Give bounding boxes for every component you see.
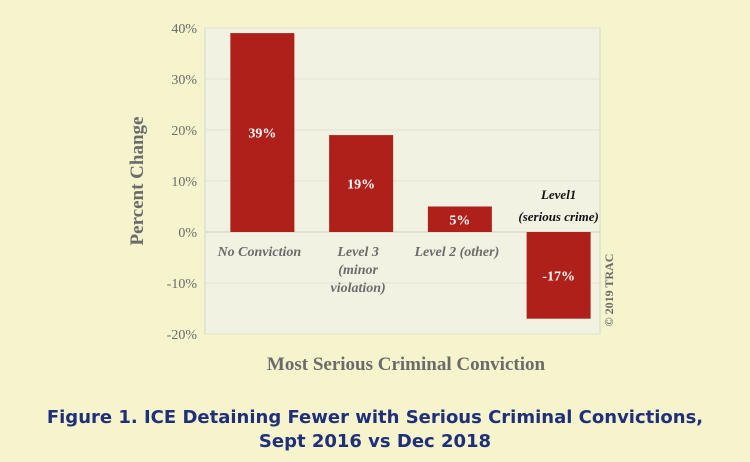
y-tick-label: 0% <box>178 226 197 241</box>
x-category-label: Level1 <box>540 187 576 202</box>
y-tick-label: 10% <box>171 175 197 190</box>
x-category-label: (minor <box>338 263 378 278</box>
x-category-label: Level 3 <box>336 245 379 260</box>
data-label: 19% <box>347 178 375 193</box>
x-category-label: No Conviction <box>217 245 302 260</box>
bar <box>427 206 492 232</box>
caption-line-2: Sept 2016 vs Dec 2018 <box>258 431 492 452</box>
x-axis-title: Most Serious Criminal Conviction <box>267 354 546 375</box>
bar-chart: 40% 30% 20% 10% 0% -10% -20% 39% No Conviction 19… <box>127 22 616 375</box>
bar <box>230 33 295 232</box>
x-category-label: Level 2 (other) <box>414 245 500 260</box>
y-tick-label: 40% <box>171 22 197 37</box>
y-axis-title: Percent Change <box>127 117 148 246</box>
data-label: 39% <box>248 127 276 142</box>
bar <box>526 232 591 319</box>
figure-caption: Figure 1. ICE Detaining Fewer with Serio… <box>0 406 750 454</box>
data-label: 5% <box>449 213 470 228</box>
copyright-credit: © 2019 TRAC <box>602 254 616 327</box>
caption-line-1: Figure 1. ICE Detaining Fewer with Serio… <box>46 407 704 428</box>
y-tick-label: 30% <box>171 73 197 88</box>
y-tick-label: -20% <box>167 328 198 343</box>
y-tick-label: 20% <box>171 124 197 139</box>
data-label: -17% <box>542 269 575 284</box>
x-category-label: violation) <box>331 281 386 296</box>
y-tick-label: -10% <box>167 277 198 292</box>
x-category-label: (serious crime) <box>518 209 599 224</box>
bar <box>329 135 394 232</box>
